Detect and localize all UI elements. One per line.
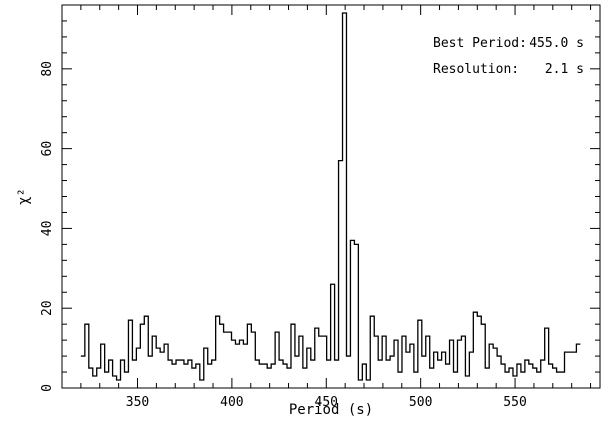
tick-labels: 350 400 450 500 550 0 20 40 60 80	[40, 61, 527, 410]
resolution-label: Resolution:	[433, 62, 519, 77]
y-axis-label: χ²	[16, 188, 32, 205]
y-tick-label: 40	[40, 221, 55, 237]
best-period-label: Best Period:	[433, 36, 527, 51]
x-tick-label: 550	[503, 395, 526, 410]
y-tick-label: 60	[40, 141, 55, 157]
x-tick-label: 450	[315, 395, 338, 410]
x-tick-label: 500	[409, 395, 432, 410]
x-tick-label: 400	[220, 395, 243, 410]
best-period-value: 455.0 s	[529, 36, 584, 51]
y-tick-label: 80	[40, 61, 55, 77]
y-tick-label: 0	[40, 384, 55, 392]
x-tick-label: 350	[126, 395, 149, 410]
y-tick-label: 20	[40, 300, 55, 316]
ticks	[62, 4, 600, 389]
chi-squared-step-series	[80, 12, 581, 381]
x-axis-label: Period (s)	[289, 402, 373, 418]
resolution-value: 2.1 s	[545, 62, 584, 77]
